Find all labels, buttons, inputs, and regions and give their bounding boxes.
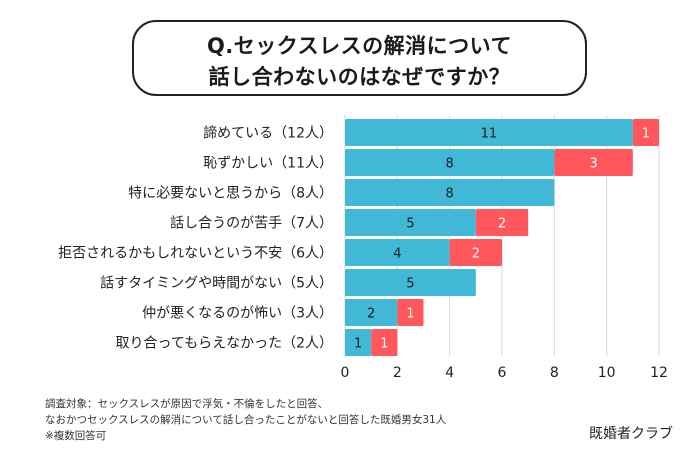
bar-value-label: 5 bbox=[406, 277, 414, 292]
x-tick-label: 6 bbox=[498, 365, 507, 381]
bar-value-label: 1 bbox=[406, 307, 414, 322]
footnote-line-1: 調査対象：セックスレスが原因で浮気・不倫をしたと回答、 bbox=[45, 398, 329, 410]
bar-segment-secondary bbox=[397, 299, 424, 326]
category-label: 特に必要ないと思うから（8人） bbox=[128, 186, 333, 202]
footnote-line-2: なおかつセックスレスの解消について話し合ったことがないと回答した既婚男女31人 bbox=[45, 414, 447, 426]
bar-value-label: 2 bbox=[472, 247, 480, 262]
bar-segment-primary bbox=[345, 209, 476, 236]
category-label: 仲が悪くなるのが怖い（3人） bbox=[142, 305, 333, 322]
bar-value-label: 1 bbox=[354, 337, 362, 352]
category-label: 話し合うのが苦手（7人） bbox=[170, 215, 333, 232]
x-tick-label: 8 bbox=[550, 365, 559, 381]
bar-value-label: 8 bbox=[446, 187, 454, 202]
bar-value-label: 2 bbox=[498, 217, 506, 232]
bar-segment-secondary bbox=[554, 149, 633, 176]
bar-value-label: 11 bbox=[481, 127, 498, 142]
bar-value-label: 5 bbox=[406, 217, 414, 232]
category-label: 拒否されるかもしれないという不安（6人） bbox=[58, 246, 333, 262]
title-line-2: 話し合わないのはなぜですか？ bbox=[208, 65, 511, 89]
bar-value-label: 4 bbox=[393, 247, 401, 262]
x-tick-label: 4 bbox=[445, 365, 454, 381]
brand-name: 既婚者クラブ bbox=[589, 426, 673, 442]
title-box: Q.セックスレスの解消について 話し合わないのはなぜですか？ bbox=[132, 20, 587, 96]
bar-segment-secondary bbox=[371, 329, 398, 356]
bar-segment-primary bbox=[345, 239, 450, 266]
title-line-1: Q.セックスレスの解消について bbox=[206, 34, 513, 58]
category-label: 話すタイミングや時間がない（5人） bbox=[100, 275, 333, 292]
bar-value-label: 3 bbox=[589, 157, 597, 172]
bar-segment-primary bbox=[345, 329, 372, 356]
bar-value-label: 2 bbox=[367, 307, 375, 322]
bar-segment-secondary bbox=[449, 239, 502, 266]
bar-value-label: 1 bbox=[380, 337, 388, 352]
x-tick-label: 2 bbox=[393, 365, 402, 381]
bar-value-label: 8 bbox=[446, 157, 454, 172]
x-axis-ticks: 0 2 4 6 8 10 12 bbox=[341, 365, 668, 381]
category-label: 取り合ってもらえなかった（2人） bbox=[115, 336, 333, 352]
bar-segment-primary bbox=[345, 149, 555, 176]
bar-value-label: 1 bbox=[642, 127, 650, 142]
category-labels: 諦めている（12人） 恥ずかしい（11人） 特に必要ないと思うから（8人） 話し合うの… bbox=[58, 125, 333, 352]
bar-segment-secondary bbox=[632, 119, 659, 146]
bar-segment-primary bbox=[345, 119, 633, 146]
bar-segment-primary bbox=[345, 179, 555, 206]
x-tick-label: 10 bbox=[598, 365, 616, 381]
bar-segment-primary bbox=[345, 299, 398, 326]
x-tick-label: 0 bbox=[341, 365, 350, 381]
x-tick-label: 12 bbox=[650, 365, 668, 381]
bars: 11 18 385 24 252 11 1 bbox=[345, 119, 659, 356]
bar-segment-primary bbox=[345, 269, 476, 296]
bar-segment-secondary bbox=[475, 209, 529, 236]
category-label: 恥ずかしい（11人） bbox=[203, 156, 333, 172]
footnote-line-3: ※複数回答可 bbox=[45, 430, 107, 442]
category-label: 諦めている（12人） bbox=[203, 125, 333, 142]
